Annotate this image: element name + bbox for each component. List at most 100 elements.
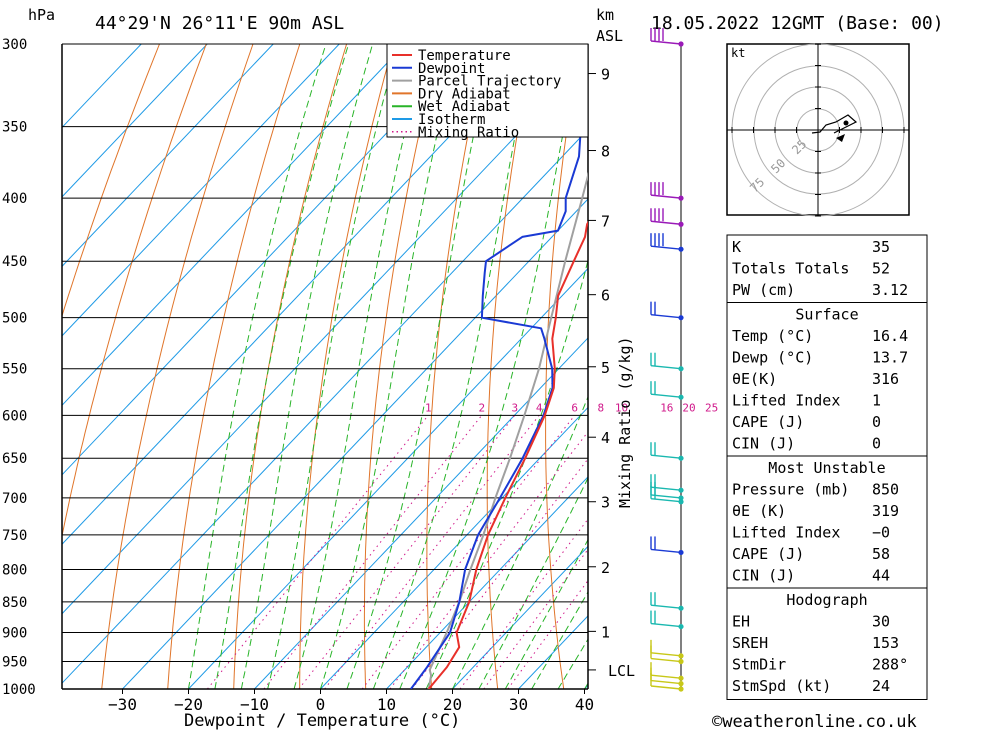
copyright-text: ©weatheronline.co.uk [712,712,917,732]
hodograph-table-row-value: 30 [872,613,890,631]
legend-label-parcel: Parcel Trajectory [418,74,561,90]
mixing-ratio-label: 3 [512,401,519,414]
wind-barb-shaft [650,494,682,499]
isotherm-line [62,128,588,684]
wind-barb [650,208,682,225]
isotherm-line [62,44,538,545]
hodograph-table-title: Hodograph [786,591,867,609]
most-unstable-table-row-value: 58 [872,545,890,563]
mixing-ratio-label: 16 [660,401,673,414]
wind-barb [650,592,682,609]
hodograph-table-row-value: 288° [872,656,908,674]
hodograph-point [843,120,849,126]
wind-barb [650,442,682,459]
wind-barb-shaft [650,657,682,663]
datetime-title: 18.05.2022 12GMT (Base: 00) [651,13,944,34]
surface-table-row-label: Temp (°C) [732,327,813,345]
mixing-ratio-axis-label: Mixing Ratio (g/kg) [616,336,634,508]
pressure-tick-label: 750 [2,528,27,544]
wind-barb [650,301,682,319]
isotherm-line [452,545,588,689]
x-tick-label: −10 [240,695,269,714]
surface-table-row-value: 1 [872,392,881,410]
km-unit-label: km [596,6,614,24]
x-axis-label: Dewpoint / Temperature (°C) [184,711,460,731]
legend-label-dry_adiabat: Dry Adiabat [418,86,511,102]
dry-adiabat-line [955,44,1000,689]
wind-barb [650,233,682,250]
mixing-ratio-label: 20 [682,401,695,414]
dry-adiabat-line [62,44,160,318]
wet-adiabat-line [214,44,350,689]
most-unstable-table-row-label: Pressure (mb) [732,481,849,499]
mixing-ratio-line [361,414,576,689]
most-unstable-table-row-value: 850 [872,481,899,499]
pressure-tick-label: 350 [2,120,27,136]
pressure-tick-label: 700 [2,491,27,507]
mixing-ratio-label: 4 [536,401,543,414]
isotherm-line [62,44,340,337]
wind-barb [650,485,682,503]
isotherm-line [188,267,588,689]
hodograph-table-row-label: StmSpd (kt) [732,677,831,695]
hodograph-table-row-value: 153 [872,634,899,652]
surface-table-row-label: CIN (J) [732,435,795,453]
wind-barb-shaft [650,365,682,370]
km-tick-label: 1 [601,623,610,641]
x-tick-label: 40 [575,695,594,714]
surface-table-row-value: 316 [872,370,899,388]
wind-barb-shaft [650,313,682,319]
indices-table-row-value: 52 [872,260,890,278]
pressure-tick-label: 650 [2,451,27,467]
wind-barb [650,662,682,679]
isotherm-line [122,198,588,689]
pressure-tick-label: 800 [2,562,27,578]
isotherm-line [62,59,588,615]
surface-table-title: Surface [795,306,858,324]
pressure-tick-label: 300 [2,37,27,53]
isotherm-line [62,44,274,268]
legend-label-wet_adiabat: Wet Adiabat [418,99,511,115]
pressure-tick-label: 850 [2,595,27,611]
pressure-tick-label: 600 [2,408,27,424]
wind-barb [650,352,682,370]
indices-table-box [726,234,928,304]
pressure-tick-label: 550 [2,362,27,378]
wind-barb-shaft [650,685,682,690]
km-tick-label: 6 [601,287,610,305]
wind-barb-shaft [650,548,682,554]
pressure-grid [61,43,589,690]
wind-barb [650,645,682,663]
wind-barb [650,673,682,690]
wind-barb-shaft [650,40,682,45]
wind-barb-shaft [650,622,682,628]
indices-tables: K 35 Totals Totals 52 PW (cm) 3.12 Surface Temp… [726,234,928,700]
asl-label: ASL [596,27,623,45]
indices-table-row-label: PW (cm) [732,281,795,299]
wind-barb-shaft [650,652,682,657]
most-unstable-table-row-value: 44 [872,567,890,585]
hodograph-table-row-label: SREH [732,634,768,652]
wind-barb-shaft [650,393,682,398]
surface-table-row-value: 16.4 [872,327,908,345]
wet-adiabat-line [346,44,494,689]
isotherm-line [386,476,588,689]
wind-barb-shaft [650,679,682,685]
x-tick-label: −20 [174,695,203,714]
pressure-tick-label: 950 [2,655,27,671]
wind-barb-shaft [650,486,682,491]
km-tick-label: 8 [601,143,610,161]
legend-label-isotherm: Isotherm [418,112,485,128]
surface-table-row-label: CAPE (J) [732,413,804,431]
x-tick-label: 0 [316,695,326,714]
km-tick-label: 9 [601,66,610,84]
most-unstable-table-row-label: CIN (J) [732,567,795,585]
km-tick-label: 5 [601,359,610,377]
x-tick-label: 20 [443,695,462,714]
mixing-ratio-label: 2 [478,401,485,414]
lcl-label: LCL [608,662,635,680]
mixing-ratio-line [389,431,588,689]
wind-barb-dot [678,658,684,665]
profile-lines [410,112,588,689]
